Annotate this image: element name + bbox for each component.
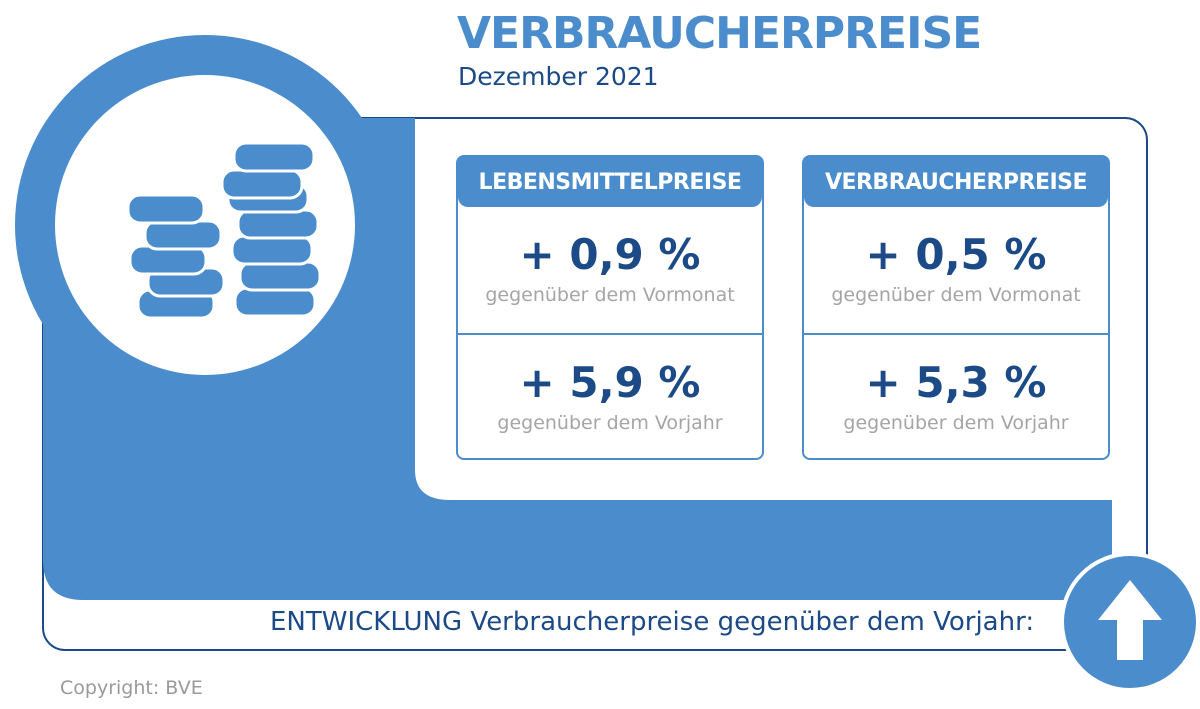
card-lebensmittelpreise: LEBENSMITTELPREISE + 0,9 % gegenüber dem… [456, 155, 764, 460]
stat-value: + 5,3 % [865, 358, 1047, 407]
stat-value: + 0,5 % [865, 230, 1047, 279]
stat-label: gegenüber dem Vorjahr [497, 412, 723, 434]
trend-caption: ENTWICKLUNG Verbraucherpreise gegenüber … [270, 607, 1035, 637]
card-row: + 5,3 % gegenüber dem Vorjahr [804, 335, 1108, 461]
arrow-up-icon [1060, 552, 1200, 692]
stat-label: gegenüber dem Vormonat [831, 284, 1081, 306]
stat-label: gegenüber dem Vormonat [485, 284, 735, 306]
page-subtitle: Dezember 2021 [458, 62, 659, 91]
coins-icon [126, 141, 322, 320]
stat-value: + 5,9 % [519, 358, 701, 407]
card-row: + 0,5 % gegenüber dem Vormonat [804, 207, 1108, 335]
card-row: + 0,9 % gegenüber dem Vormonat [458, 207, 762, 335]
page-title: VERBRAUCHERPREISE [457, 8, 982, 59]
copyright: Copyright: BVE [60, 677, 203, 699]
stat-label: gegenüber dem Vorjahr [843, 412, 1069, 434]
card-heading: VERBRAUCHERPREISE [804, 157, 1108, 207]
card-heading: LEBENSMITTELPREISE [458, 157, 762, 207]
card-row: + 5,9 % gegenüber dem Vorjahr [458, 335, 762, 461]
card-verbraucherpreise: VERBRAUCHERPREISE + 0,5 % gegenüber dem … [802, 155, 1110, 460]
stat-value: + 0,9 % [519, 230, 701, 279]
